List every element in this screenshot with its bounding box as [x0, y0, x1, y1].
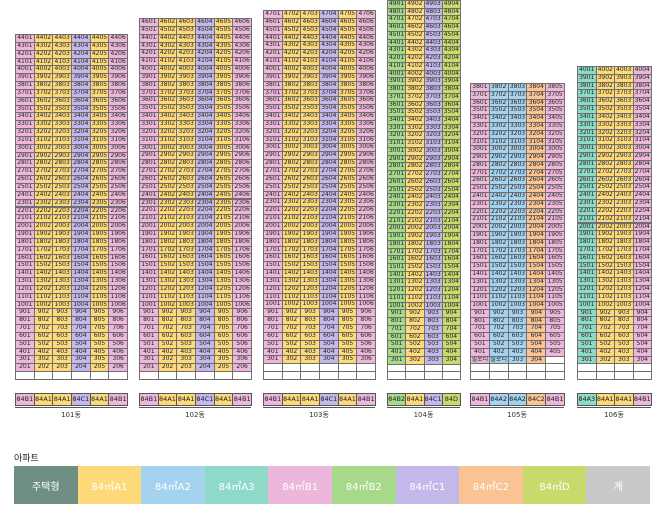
unit-type-label: 84A1 [405, 393, 425, 406]
unit-type-label: 84A1 [89, 393, 110, 406]
unit-type-label: 84C1 [319, 393, 339, 406]
unit-type-label: 84A1 [281, 393, 302, 406]
empty-cell [89, 371, 110, 380]
unit-type-label: 84B1 [263, 393, 283, 406]
empty-cell [139, 371, 159, 380]
empty-cell [595, 371, 615, 380]
empty-cell [263, 371, 283, 380]
empty-cell [176, 371, 196, 380]
empty-cell [507, 371, 528, 380]
unit-type-label: 84C1 [71, 393, 91, 406]
building-name: 101동 [61, 411, 81, 419]
unit-type-label: 84B1 [139, 393, 159, 406]
unit-type-label: 84B1 [632, 393, 652, 406]
unit-type-label: 84A1 [33, 393, 54, 406]
building-baseline [470, 407, 564, 408]
empty-cell [15, 371, 35, 380]
building-105: 3801 3701 3601 3501 3401 3301 3201 3101 3001 2901… [470, 83, 565, 380]
empty-cell [405, 371, 425, 380]
legend-item: 84㎡A2 [141, 466, 205, 504]
unit-type-label: 84B2 [387, 393, 407, 406]
empty-cell [441, 371, 461, 380]
unit-type-label: 84A1 [157, 393, 178, 406]
unit-type-label: 84B1 [545, 393, 565, 406]
unit-type-label: 84A3 [577, 393, 597, 406]
unit-type-label: 84C1 [423, 393, 443, 406]
unit-type-bar: 84B1 84A2 84A2 84C2 84B1 [470, 393, 565, 406]
building-101: 4401 4301 4201 4101 4001 3901 3801 3701 3601 3501… [15, 34, 128, 380]
building-102: 4601 4501 4401 4301 4201 4101 4001 3901 3801 3701… [139, 18, 252, 380]
building-name: 106동 [604, 411, 624, 419]
empty-cell [232, 371, 252, 380]
building-name: 103동 [309, 411, 329, 419]
empty-cell [213, 371, 234, 380]
unit-type-bar: 84B1 84A1 84A1 84C1 84A1 84B1 [139, 393, 252, 406]
legend-item: 84㎡C2 [459, 466, 523, 504]
unit-type-label: 84B1 [470, 393, 490, 406]
building-104: 4901 4801 4701 4601 4501 4401 4301 4201 4101 4001… [387, 0, 461, 380]
empty-cell [33, 371, 54, 380]
building-baseline [263, 407, 375, 408]
unit-type-bar: 84B1 84A1 84A1 84C1 84A1 84B1 [15, 393, 128, 406]
legend-item: 84㎡B2 [331, 466, 396, 504]
legend-item: 계 [586, 466, 650, 504]
building-name: 105동 [507, 411, 527, 419]
unit-type-label: 84A1 [52, 393, 72, 406]
legend-item: 84㎡A1 [77, 466, 142, 504]
empty-cell [195, 371, 215, 380]
unit-type-bar: 84A3 84A1 84A1 84B1 [577, 393, 652, 406]
empty-cell [423, 371, 443, 380]
empty-cell [387, 371, 407, 380]
empty-cell [526, 371, 547, 380]
unit-type-label: 84B1 [232, 393, 252, 406]
empty-cell [71, 371, 91, 380]
empty-cell [470, 371, 490, 380]
unit-type-label: 84B1 [15, 393, 35, 406]
empty-cell [488, 371, 509, 380]
empty-cell [545, 371, 565, 380]
unit-type-label: 84A1 [300, 393, 320, 406]
unit-type-label: 84D [441, 393, 461, 406]
legend-title: 아파트 [14, 454, 39, 464]
building-baseline [577, 407, 651, 408]
empty-cell [300, 371, 320, 380]
legend-item: 84㎡A3 [204, 466, 269, 504]
unit-type-label: 84A1 [595, 393, 615, 406]
building-name: 102동 [185, 411, 205, 419]
building-baseline [15, 407, 127, 408]
empty-cell [52, 371, 72, 380]
legend-item: 84㎡C1 [395, 466, 460, 504]
unit-type-bar: 84B2 84A1 84C1 84D [387, 393, 461, 406]
building-baseline [387, 407, 460, 408]
unit-type-legend: 주택형 84㎡A1 84㎡A2 84㎡A3 84㎡B1 84㎡B2 84㎡C1 84㎡C2 84… [14, 466, 650, 504]
empty-cell [108, 371, 128, 380]
unit-type-label: 84B1 [356, 393, 376, 406]
unit-type-label: 84A1 [176, 393, 196, 406]
unit-type-label: 84A2 [507, 393, 528, 406]
building-name: 104동 [413, 411, 434, 419]
building-106: 4001 3901 3801 3701 3601 3501 3401 3301 3201 3101… [577, 66, 652, 380]
legend-item: 84㎡B1 [268, 466, 332, 504]
empty-cell [337, 371, 358, 380]
legend-header: 주택형 [14, 466, 78, 504]
unit-type-label: 84A1 [213, 393, 234, 406]
unit-type-label: 84C2 [526, 393, 547, 406]
empty-cell [577, 371, 597, 380]
unit-type-label: 84A2 [488, 393, 509, 406]
unit-type-label: 84A1 [614, 393, 634, 406]
empty-cell [632, 371, 652, 380]
unit-type-bar: 84B1 84A1 84A1 84C1 84A1 84B1 [263, 393, 376, 406]
empty-cell [356, 371, 376, 380]
unit-type-label: 84A1 [337, 393, 358, 406]
unit-type-label: 84B1 [108, 393, 128, 406]
unit-type-label: 84C1 [195, 393, 215, 406]
building-103: 4701 4601 4501 4401 4301 4201 4101 4001 3901 3801… [263, 10, 376, 380]
legend-item: 84㎡D [522, 466, 587, 504]
empty-cell [281, 371, 302, 380]
building-baseline [139, 407, 251, 408]
empty-cell [614, 371, 634, 380]
empty-cell [157, 371, 178, 380]
empty-cell [319, 371, 339, 380]
